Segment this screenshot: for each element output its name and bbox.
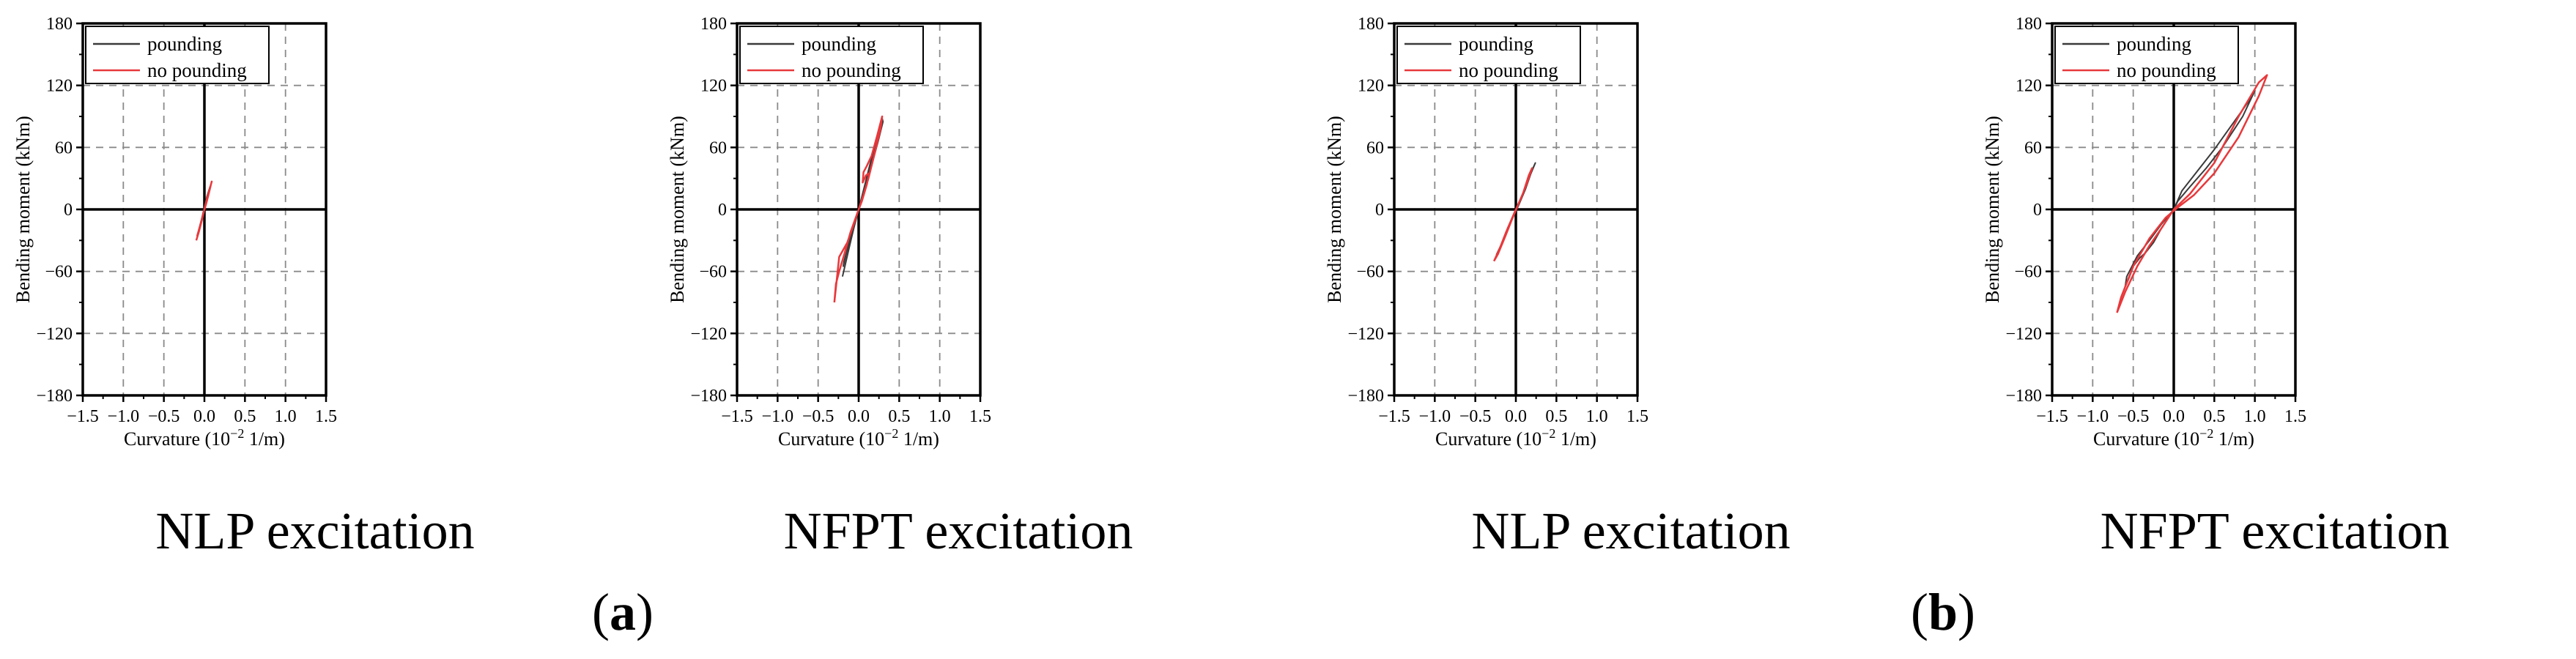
- y-tick-label: −180: [690, 387, 727, 406]
- x-tick-label: 1.0: [275, 407, 297, 426]
- y-tick-label: −180: [1347, 387, 1384, 406]
- x-tick-label: −0.5: [148, 407, 180, 426]
- series-no-pounding: [2116, 74, 2268, 313]
- x-tick-label: 1.5: [2284, 407, 2306, 426]
- legend-box: [739, 26, 924, 84]
- chart-nlp-a: −1.5 −1.0 −0.5 0.0 0.5 1.0 1.5 −180 −120 −60 0 60 12…: [12, 15, 337, 450]
- y-tick-label: −60: [699, 263, 727, 282]
- legend-label: no pounding: [1459, 59, 1558, 81]
- x-tick-label: 0.5: [888, 407, 910, 426]
- caption-nlp-b: NLP excitation: [1471, 502, 1791, 560]
- caption-nfpt-a: NFPT excitation: [783, 502, 1133, 560]
- legend-label: no pounding: [802, 59, 901, 81]
- legend-label: no pounding: [2117, 59, 2216, 81]
- x-axis-label: Curvature (10−2 1/m): [124, 426, 285, 450]
- x-tick-label: −1.0: [1419, 407, 1451, 426]
- y-tick-label: −180: [36, 387, 73, 406]
- series-no-pounding: [833, 115, 884, 303]
- y-tick-label: 180: [700, 15, 727, 34]
- y-tick-label: −180: [2005, 387, 2042, 406]
- panel-label-a: (a): [592, 583, 654, 641]
- x-tick-label: −0.5: [1459, 407, 1492, 426]
- y-tick-label: −60: [1356, 263, 1384, 282]
- legend-label: pounding: [1459, 33, 1533, 55]
- series-no-pounding: [1492, 167, 1533, 262]
- series-no-pounding: [195, 180, 213, 241]
- y-axis-label: Bending moment (kNm): [1324, 116, 1345, 303]
- legend-box: [1396, 26, 1581, 84]
- legend-label: pounding: [2117, 33, 2191, 55]
- x-tick-label: 0.5: [1545, 407, 1567, 426]
- y-axis-label: Bending moment (kNm): [12, 116, 34, 303]
- chart-nlp-b: −1.5 −1.0 −0.5 0.0 0.5 1.0 1.5 −180 −120 −60 0 60 12…: [1324, 15, 1648, 450]
- x-tick-label: 1.0: [2244, 407, 2266, 426]
- x-tick-label: 1.5: [969, 407, 991, 426]
- x-tick-label: −1.0: [108, 407, 140, 426]
- y-tick-label: 0: [64, 201, 73, 220]
- x-tick-label: −0.5: [2117, 407, 2150, 426]
- series-pounding: [2124, 89, 2256, 288]
- legend-label: pounding: [802, 33, 876, 55]
- y-tick-label: 120: [700, 77, 727, 96]
- chart-nfpt-a: −1.5 −1.0 −0.5 0.0 0.5 1.0 1.5 −180 −120 −60 0 60 12…: [667, 15, 991, 450]
- legend-label: no pounding: [147, 59, 247, 81]
- caption-nfpt-b: NFPT excitation: [2100, 502, 2450, 560]
- legend-box: [85, 26, 270, 84]
- y-axis-label: Bending moment (kNm): [667, 116, 688, 303]
- x-axis-label: Curvature (10−2 1/m): [1435, 426, 1596, 450]
- x-tick-label: 1.5: [315, 407, 337, 426]
- chart-nfpt-b: −1.5 −1.0 −0.5 0.0 0.5 1.0 1.5 −180 −120 −60 0 60 12…: [1982, 15, 2306, 450]
- y-tick-label: 180: [1358, 15, 1384, 34]
- y-tick-label: 60: [55, 138, 73, 157]
- panel-label-b: (b): [1911, 583, 1976, 641]
- y-tick-label: −60: [45, 263, 73, 282]
- y-tick-label: 60: [1366, 138, 1384, 157]
- x-tick-label: 1.5: [1626, 407, 1648, 426]
- y-tick-label: −120: [36, 324, 73, 343]
- y-tick-label: 0: [718, 201, 727, 220]
- x-axis-label: Curvature (10−2 1/m): [778, 426, 939, 450]
- x-tick-label: 0.5: [2203, 407, 2225, 426]
- y-tick-label: −120: [690, 324, 727, 343]
- y-tick-label: 0: [2033, 201, 2042, 220]
- x-tick-label: −1.5: [2036, 407, 2068, 426]
- x-tick-label: 1.0: [1586, 407, 1608, 426]
- y-tick-label: 0: [1375, 201, 1384, 220]
- x-tick-label: −1.0: [2077, 407, 2109, 426]
- legend-label: pounding: [147, 33, 222, 55]
- x-axis-label: Curvature (10−2 1/m): [2093, 426, 2254, 450]
- x-tick-label: −1.5: [67, 407, 99, 426]
- y-tick-label: 60: [709, 138, 727, 157]
- y-tick-label: 120: [46, 77, 73, 96]
- y-tick-label: 180: [2016, 15, 2042, 34]
- y-tick-label: −120: [2005, 324, 2042, 343]
- x-tick-label: −0.5: [802, 407, 834, 426]
- x-tick-label: 0.0: [2163, 407, 2185, 426]
- y-axis-label: Bending moment (kNm): [1982, 116, 2003, 303]
- y-tick-label: 180: [46, 15, 73, 34]
- x-tick-label: −1.0: [762, 407, 794, 426]
- legend-box: [2054, 26, 2239, 84]
- y-tick-label: 120: [2016, 77, 2042, 96]
- y-tick-label: 60: [2024, 138, 2042, 157]
- x-tick-label: 0.0: [848, 407, 870, 426]
- x-tick-label: 0.5: [234, 407, 256, 426]
- x-tick-label: 0.0: [1505, 407, 1527, 426]
- y-tick-label: −60: [2014, 263, 2042, 282]
- caption-nlp-a: NLP excitation: [155, 502, 475, 560]
- x-tick-label: 0.0: [193, 407, 215, 426]
- y-tick-label: 120: [1358, 77, 1384, 96]
- y-tick-label: −120: [1347, 324, 1384, 343]
- x-tick-label: −1.5: [1378, 407, 1410, 426]
- x-tick-label: −1.5: [721, 407, 753, 426]
- x-tick-label: 1.0: [929, 407, 951, 426]
